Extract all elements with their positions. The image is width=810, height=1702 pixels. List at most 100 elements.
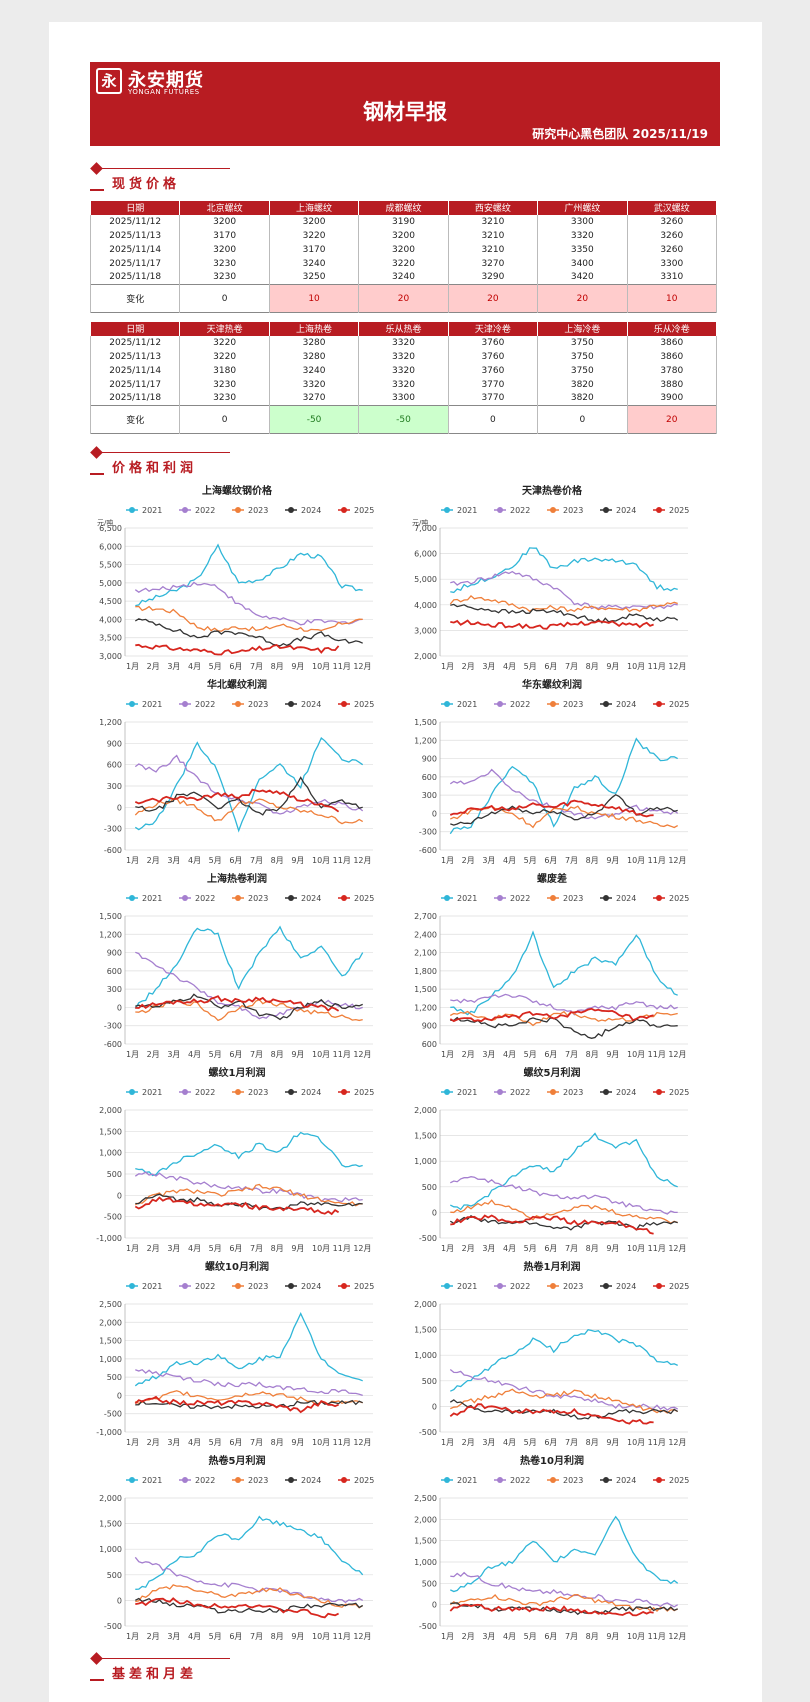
y-tick-label: 1,500	[99, 912, 122, 921]
table-cell: 3300	[537, 214, 628, 229]
y-tick-label: -500	[104, 1622, 122, 1631]
y-tick-label: 4,000	[99, 615, 122, 624]
table-cell: 3210	[447, 242, 539, 257]
series-line-2024	[135, 1597, 364, 1614]
table-cell: 3240	[358, 270, 449, 285]
x-tick-label: 11月	[333, 1244, 351, 1253]
x-tick-label: 4月	[503, 1438, 516, 1447]
y-tick-label: 1,500	[414, 1326, 437, 1335]
legend-label: 2024	[301, 1476, 321, 1485]
logo-mark: 永	[96, 68, 122, 94]
series-line-2025	[449, 799, 654, 818]
y-tick-label: 1,500	[99, 1127, 122, 1136]
x-tick-label: 11月	[648, 662, 666, 671]
x-tick-label: 8月	[271, 1244, 284, 1253]
x-tick-label: 12月	[668, 1438, 686, 1447]
x-tick-label: 1月	[441, 856, 454, 865]
change-cell: -50	[358, 405, 449, 434]
x-tick-label: 9月	[606, 1244, 619, 1253]
y-tick-label: -600	[419, 846, 437, 855]
x-tick-label: 2月	[462, 1050, 475, 1059]
legend-marker	[444, 507, 450, 513]
table-cell: 3190	[358, 214, 449, 229]
table-row: 2025/11/12 3220 3280 3320 3760 3750 3860	[89, 335, 718, 350]
legend-label: 2021	[457, 700, 477, 709]
x-tick-label: 2月	[462, 856, 475, 865]
legend-label: 2024	[301, 1282, 321, 1291]
x-tick-label: 10月	[627, 1050, 645, 1059]
legend-label: 2025	[354, 700, 374, 709]
table-cell: 3760	[447, 335, 539, 350]
y-tick-label: 3,000	[99, 652, 122, 661]
y-tick-label: 500	[107, 1571, 122, 1580]
legend-label: 2025	[354, 1476, 374, 1485]
y-tick-label: 900	[107, 949, 122, 958]
legend-marker	[182, 701, 188, 707]
x-tick-label: 7月	[250, 1244, 263, 1253]
legend-marker	[182, 507, 188, 513]
x-tick-label: 1月	[126, 1244, 139, 1253]
y-axis-label: 元/吨	[412, 518, 428, 527]
table-cell: 3250	[268, 270, 360, 285]
x-tick-label: 10月	[627, 1438, 645, 1447]
x-tick-label: 6月	[544, 1050, 557, 1059]
legend-marker	[235, 701, 241, 707]
x-tick-label: 3月	[482, 1244, 495, 1253]
table-cell: 3750	[537, 363, 628, 378]
x-tick-label: 12月	[353, 1244, 371, 1253]
series-line-2024	[135, 1399, 363, 1410]
x-tick-label: 4月	[503, 1050, 516, 1059]
line-chart: 螺纹1月利润 2021 2022 2023 2024 2025 2,000 1,500 1,00…	[95, 1064, 395, 1256]
legend-label: 2023	[248, 1088, 268, 1097]
series-line-2023	[449, 1593, 678, 1613]
y-tick-label: 0	[117, 1596, 122, 1605]
series-line-2022	[450, 1176, 678, 1215]
x-tick-label: 9月	[291, 662, 304, 671]
x-tick-label: 10月	[312, 1632, 330, 1641]
section-title: 基差和月差	[112, 1667, 198, 1682]
series-line-2025	[135, 643, 340, 656]
legend-label: 2023	[563, 506, 583, 515]
y-tick-label: 500	[422, 1377, 437, 1386]
chart-title: 华东螺纹利润	[522, 678, 582, 691]
x-tick-label: 2月	[462, 662, 475, 671]
y-tick-label: 0	[117, 1191, 122, 1200]
x-tick-label: 10月	[627, 856, 645, 865]
x-tick-label: 4月	[503, 856, 516, 865]
column-header: 天津热卷	[179, 321, 270, 336]
series-line-2021	[134, 1312, 363, 1387]
legend-label: 2024	[301, 894, 321, 903]
legend-label: 2023	[248, 894, 268, 903]
x-tick-label: 2月	[462, 1632, 475, 1641]
y-tick-label: -1,000	[96, 1428, 122, 1437]
column-header: 成都螺纹	[358, 200, 449, 215]
series-line-2022	[135, 1368, 363, 1397]
column-header: 广州螺纹	[537, 200, 628, 215]
x-tick-label: 1月	[126, 1438, 139, 1447]
y-tick-label: -500	[104, 1213, 122, 1222]
x-tick-label: 4月	[188, 1438, 201, 1447]
series-line-2025	[135, 1597, 339, 1619]
x-tick-label: 12月	[353, 1438, 371, 1447]
legend-label: 2021	[457, 1282, 477, 1291]
table-cell: 3200	[358, 242, 449, 257]
legend-marker	[550, 1089, 556, 1095]
y-tick-label: 6,000	[99, 542, 122, 551]
legend-marker	[550, 507, 556, 513]
legend-marker	[341, 507, 347, 513]
x-tick-label: 3月	[482, 662, 495, 671]
x-tick-label: 2月	[147, 856, 160, 865]
legend-label: 2025	[354, 894, 374, 903]
x-tick-label: 2月	[147, 1438, 160, 1447]
y-tick-label: 300	[422, 791, 437, 800]
series-line-2021	[449, 737, 678, 835]
table-row: 2025/11/18 3230 3270 3300 3770 3820 3900	[89, 391, 718, 406]
series-line-2021	[135, 1131, 363, 1177]
x-tick-label: 6月	[544, 856, 557, 865]
series-line-2023	[135, 1584, 364, 1609]
table-cell: 3320	[537, 228, 628, 243]
table-cell: 3320	[358, 377, 449, 392]
series-line-2025	[134, 1196, 340, 1216]
series-line-2021	[134, 925, 364, 1009]
x-tick-label: 4月	[503, 662, 516, 671]
